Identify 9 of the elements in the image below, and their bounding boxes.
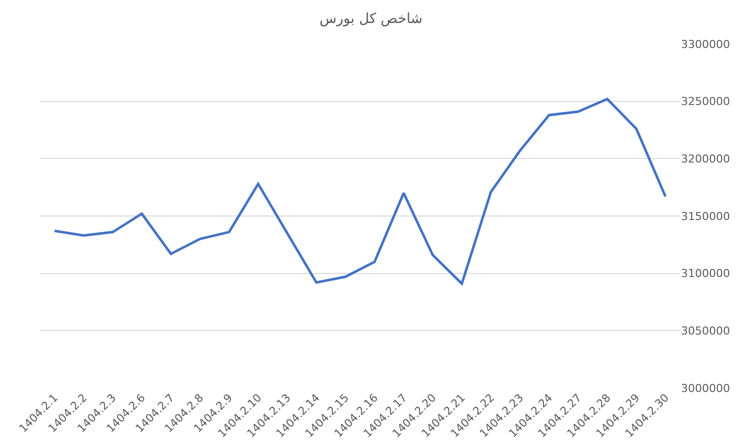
y-tick-label: 3150000 [681,210,730,223]
y-tick-label: 3000000 [681,382,730,395]
chart-title: شاخص کل بورس [320,11,422,28]
y-tick-label: 3250000 [681,95,730,108]
line-series [53,98,667,285]
y-tick-label: 3100000 [681,267,730,280]
y-tick-label: 3050000 [681,324,730,338]
y-tick-label: 3200000 [681,152,730,166]
y-tick-label: 3300000 [681,38,730,51]
